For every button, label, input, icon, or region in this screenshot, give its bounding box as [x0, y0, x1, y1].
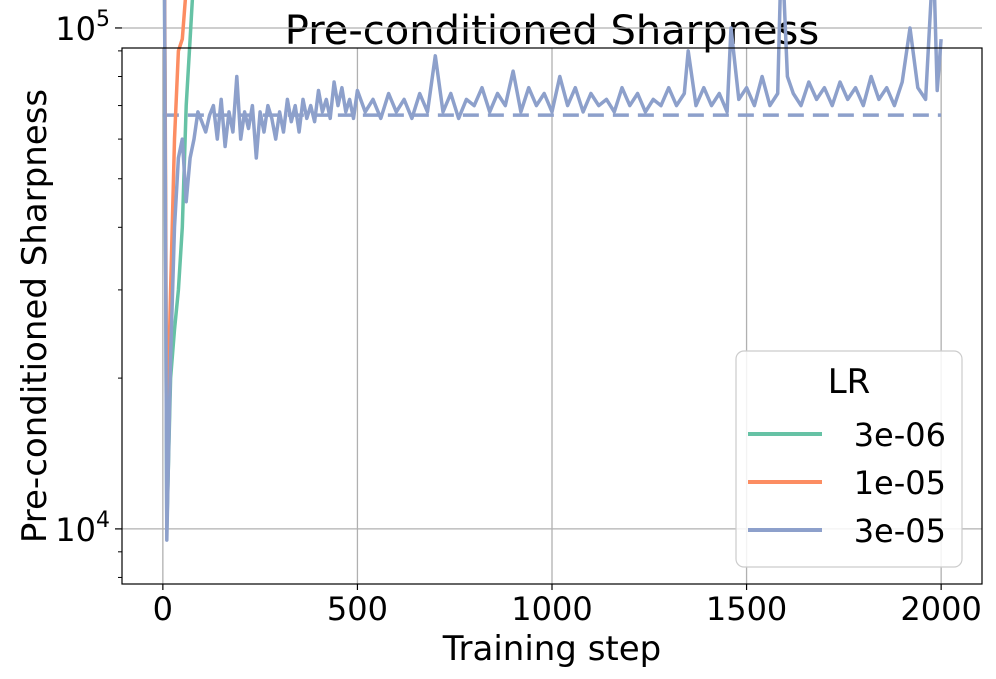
series-line-3e-05	[162, 0, 943, 542]
legend: LR 3e-06 1e-05 3e-05	[735, 350, 963, 568]
y-axis-label: Pre-conditioned Sharpness	[15, 89, 55, 543]
chart-title: Pre-conditioned Sharpness	[285, 8, 819, 54]
legend-label: 3e-05	[854, 512, 946, 550]
y-tick-label: 104	[55, 508, 110, 549]
legend-label: 3e-06	[854, 416, 946, 454]
legend-title: LR	[828, 362, 871, 402]
x-tick-label: 500	[327, 590, 388, 628]
series-lines	[162, 0, 943, 542]
x-tick-label: 1500	[706, 590, 787, 628]
x-axis-label: Training step	[442, 629, 662, 669]
axis-ticks: 0 500 1000 1500 2000 104 105	[55, 7, 982, 628]
x-tick-label: 0	[153, 590, 173, 628]
plot-grid	[122, 27, 982, 584]
y-tick-label: 105	[55, 7, 110, 48]
legend-label: 1e-05	[854, 464, 946, 502]
x-tick-label: 1000	[511, 590, 592, 628]
legend-box	[735, 350, 963, 568]
legend-items: 3e-06 1e-05 3e-05	[748, 416, 946, 550]
x-tick-label: 2000	[900, 590, 981, 628]
